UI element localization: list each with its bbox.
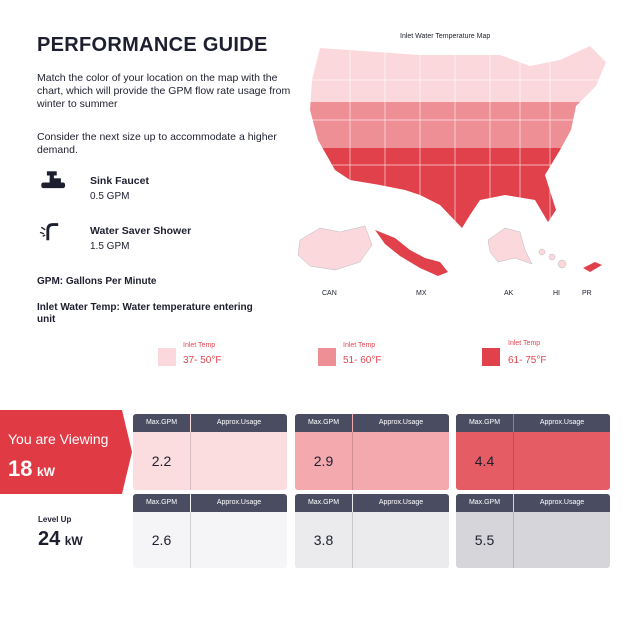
legend-swatch — [482, 348, 500, 366]
title: PERFORMANCE GUIDE — [37, 34, 268, 56]
col-header: Approx.Usage — [191, 494, 287, 512]
col-header: Max.GPM — [295, 494, 352, 512]
gpm-card: Max.GPM Approx.Usage 2.9 — [295, 414, 449, 490]
gpm-card: Max.GPM Approx.Usage 3.8 — [295, 494, 449, 568]
pr-map — [583, 262, 602, 272]
col-header: Approx.Usage — [191, 414, 287, 432]
kw-size: 24 — [38, 528, 61, 550]
col-header: Max.GPM — [456, 494, 513, 512]
max-gpm: 2.9 — [295, 432, 353, 490]
note: Inlet Water Temp: Water temperature ente… — [37, 302, 253, 325]
faucet-icon — [41, 171, 66, 189]
map-label: MX — [416, 290, 427, 297]
alaska-map — [487, 227, 533, 265]
fixture-name: Water Saver Shower — [90, 225, 192, 237]
fixture-flow: 1.5 GPM — [90, 241, 130, 252]
kw-unit: kW — [36, 465, 55, 479]
map-label: AK — [504, 290, 514, 297]
legend-range: 37- 50°F — [183, 355, 222, 366]
max-gpm: 4.4 — [456, 432, 514, 490]
legend-label: Inlet Temp — [343, 342, 376, 349]
fixture-name: Sink Faucet — [90, 175, 149, 187]
intro-text: Consider the next size up to accommodate… — [37, 131, 277, 156]
col-header: Approx.Usage — [353, 414, 449, 432]
legend-swatch — [158, 348, 176, 366]
kw-size: 18 — [8, 456, 33, 481]
row-label: You are Viewing — [8, 431, 109, 447]
max-gpm: 3.8 — [295, 512, 353, 568]
us-map — [310, 46, 606, 228]
max-gpm: 5.5 — [456, 512, 514, 568]
intro-text: Match the color of your location on the … — [37, 72, 291, 110]
gpm-card: Max.GPM Approx.Usage 2.6 — [133, 494, 287, 568]
max-gpm: 2.2 — [133, 432, 191, 490]
col-header: Max.GPM — [456, 414, 513, 432]
col-header: Approx.Usage — [514, 414, 610, 432]
shower-icon — [39, 223, 59, 241]
note: GPM: Gallons Per Minute — [37, 276, 157, 287]
map-title: Inlet Water Temperature Map — [400, 33, 491, 40]
mexico-map — [375, 230, 448, 276]
gpm-card: Max.GPM Approx.Usage 5.5 — [456, 494, 610, 568]
legend-range: 61- 75°F — [508, 355, 547, 366]
hawaii-map — [538, 248, 567, 269]
legend-range: 51- 60°F — [343, 355, 382, 366]
col-header: Max.GPM — [133, 414, 190, 432]
gpm-card: Max.GPM Approx.Usage 2.2 — [133, 414, 287, 490]
col-header: Approx.Usage — [514, 494, 610, 512]
map-label: CAN — [322, 290, 337, 297]
col-header: Max.GPM — [133, 494, 190, 512]
kw-unit: kW — [64, 534, 83, 548]
viewing-banner — [0, 410, 132, 494]
col-header: Approx.Usage — [353, 494, 449, 512]
col-header: Max.GPM — [295, 414, 352, 432]
legend-label: Inlet Temp — [508, 340, 541, 347]
canada-map — [297, 225, 373, 271]
legend-label: Inlet Temp — [183, 342, 216, 349]
fixture-flow: 0.5 GPM — [90, 191, 130, 202]
gpm-card: Max.GPM Approx.Usage 4.4 — [456, 414, 610, 490]
legend-swatch — [318, 348, 336, 366]
row-label: Level Up — [38, 515, 72, 524]
max-gpm: 2.6 — [133, 512, 191, 568]
map-label: HI — [553, 290, 560, 297]
map-label: PR — [582, 290, 592, 297]
